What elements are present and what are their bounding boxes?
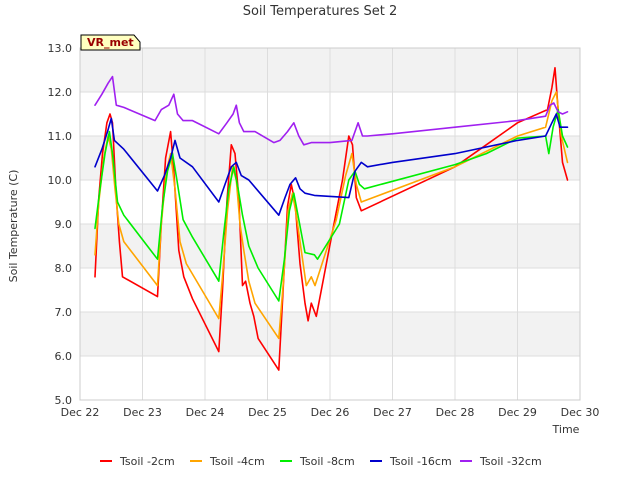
chart-title: Soil Temperatures Set 2 — [243, 4, 398, 19]
legend: Tsoil -2cm Tsoil -4cm Tsoil -8cm Tsoil -16c… — [100, 455, 542, 468]
series-line-tsoil-16cm — [94, 113, 569, 216]
y-tick-label: 10.0 — [48, 174, 73, 187]
legend-label: Tsoil -32cm — [479, 455, 542, 468]
x-tick-label: Dec 28 — [436, 406, 475, 419]
y-tick-label: 13.0 — [48, 42, 73, 55]
vr-met-badge: VR_met — [80, 34, 141, 51]
y-tick-label: 12.0 — [48, 86, 73, 99]
x-tick-label: Dec 22 — [61, 406, 100, 419]
x-tick-label: Dec 23 — [123, 406, 162, 419]
legend-label: Tsoil -8cm — [299, 455, 355, 468]
x-tick-label: Dec 25 — [248, 406, 287, 419]
y-axis-label: Soil Temperature (C) — [7, 170, 20, 283]
y-tick-label: 7.0 — [55, 306, 73, 319]
series-layer — [94, 67, 569, 371]
y-tick-label: 6.0 — [55, 350, 73, 363]
y-tick-label: 5.0 — [55, 394, 73, 407]
x-axis-label: Time — [552, 423, 580, 436]
y-tick-label: 8.0 — [55, 262, 73, 275]
series-line-tsoil-8cm — [94, 108, 569, 302]
vr-met-badge-text: VR_met — [87, 36, 134, 49]
series-line-tsoil-32cm — [94, 75, 569, 146]
series-line-tsoil-2cm — [94, 67, 569, 371]
vr-met-badge-box — [80, 34, 141, 51]
legend-label: Tsoil -4cm — [209, 455, 265, 468]
x-tick-label: Dec 29 — [498, 406, 537, 419]
y-tick-label: 11.0 — [48, 130, 73, 143]
legend-label: Tsoil -16cm — [389, 455, 452, 468]
x-axis-ticks: Dec 22 Dec 23 Dec 24 Dec 25 Dec 26 Dec 27 Dec … — [61, 406, 600, 419]
x-tick-label: Dec 30 — [561, 406, 600, 419]
x-tick-label: Dec 27 — [373, 406, 412, 419]
legend-label: Tsoil -2cm — [119, 455, 175, 468]
x-tick-label: Dec 26 — [311, 406, 350, 419]
y-axis-ticks: 5.0 6.0 7.0 8.0 9.0 10.0 11.0 12.0 13.0 — [48, 42, 73, 407]
y-tick-label: 9.0 — [55, 218, 73, 231]
plot-frame — [79, 47, 581, 401]
series-line-tsoil-4cm — [94, 91, 569, 340]
x-tick-label: Dec 24 — [186, 406, 225, 419]
